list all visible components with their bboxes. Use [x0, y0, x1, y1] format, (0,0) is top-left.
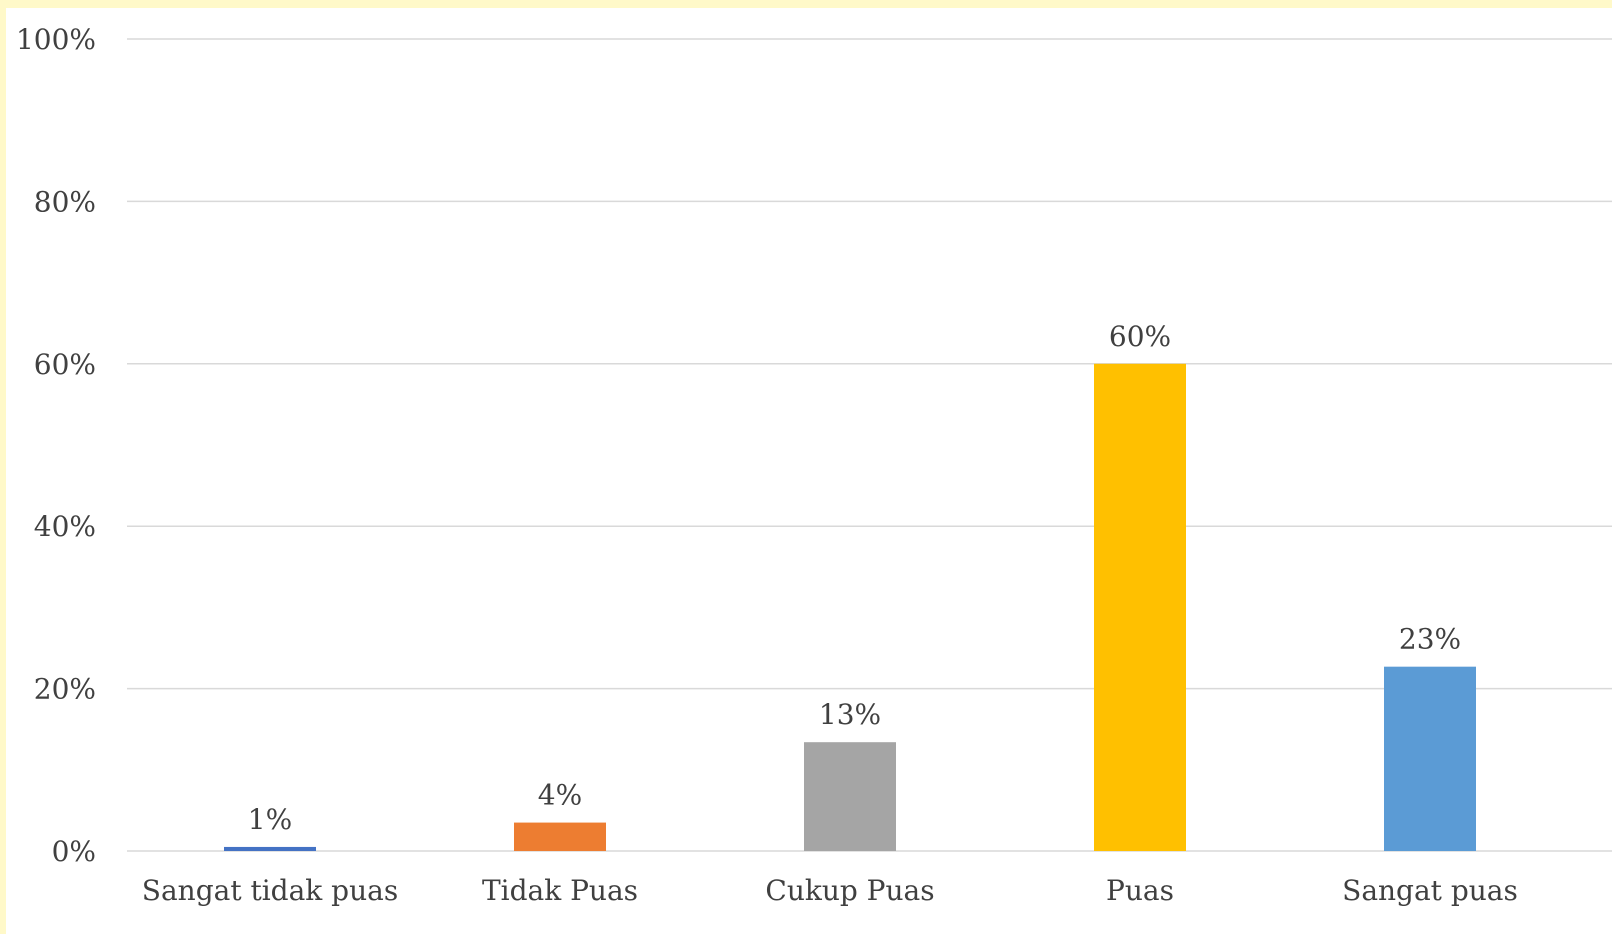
x-tick-label: Sangat tidak puas: [142, 874, 398, 907]
y-tick-label: 60%: [34, 348, 96, 381]
x-tick-label: Tidak Puas: [482, 874, 638, 907]
bar-chart: 0% 20% 40% 60% 80% 100% 1% 4% 13% 60% 23% Sangat …: [16, 23, 1612, 907]
y-tick-label: 80%: [34, 185, 96, 218]
y-axis-ticks: 0% 20% 40% 60% 80% 100%: [16, 23, 96, 868]
x-tick-label: Cukup Puas: [765, 874, 934, 907]
data-label: 23%: [1399, 623, 1461, 656]
x-tick-label: Sangat puas: [1342, 874, 1518, 907]
bar-sangat-puas: [1384, 666, 1476, 851]
x-axis-ticks: Sangat tidak puas Tidak Puas Cukup Puas Pua…: [142, 874, 1518, 907]
data-label: 1%: [248, 803, 292, 836]
bars: [224, 363, 1476, 851]
data-labels: 1% 4% 13% 60% 23%: [248, 320, 1461, 836]
data-label: 4%: [538, 779, 582, 812]
x-tick-label: Puas: [1106, 874, 1174, 907]
bar-tidak-puas: [514, 822, 606, 851]
y-tick-label: 40%: [34, 510, 96, 543]
bar-sangat-tidak-puas: [224, 846, 316, 851]
bar-cukup-puas: [804, 742, 896, 851]
y-tick-label: 20%: [34, 673, 96, 706]
gridlines: [127, 38, 1612, 852]
data-label: 60%: [1109, 320, 1171, 353]
bar-puas: [1094, 363, 1186, 851]
data-label: 13%: [819, 698, 881, 731]
y-tick-label: 0%: [52, 835, 96, 868]
y-tick-label: 100%: [16, 23, 96, 56]
chart-area: 0% 20% 40% 60% 80% 100% 1% 4% 13% 60% 23% Sangat …: [6, 8, 1612, 934]
